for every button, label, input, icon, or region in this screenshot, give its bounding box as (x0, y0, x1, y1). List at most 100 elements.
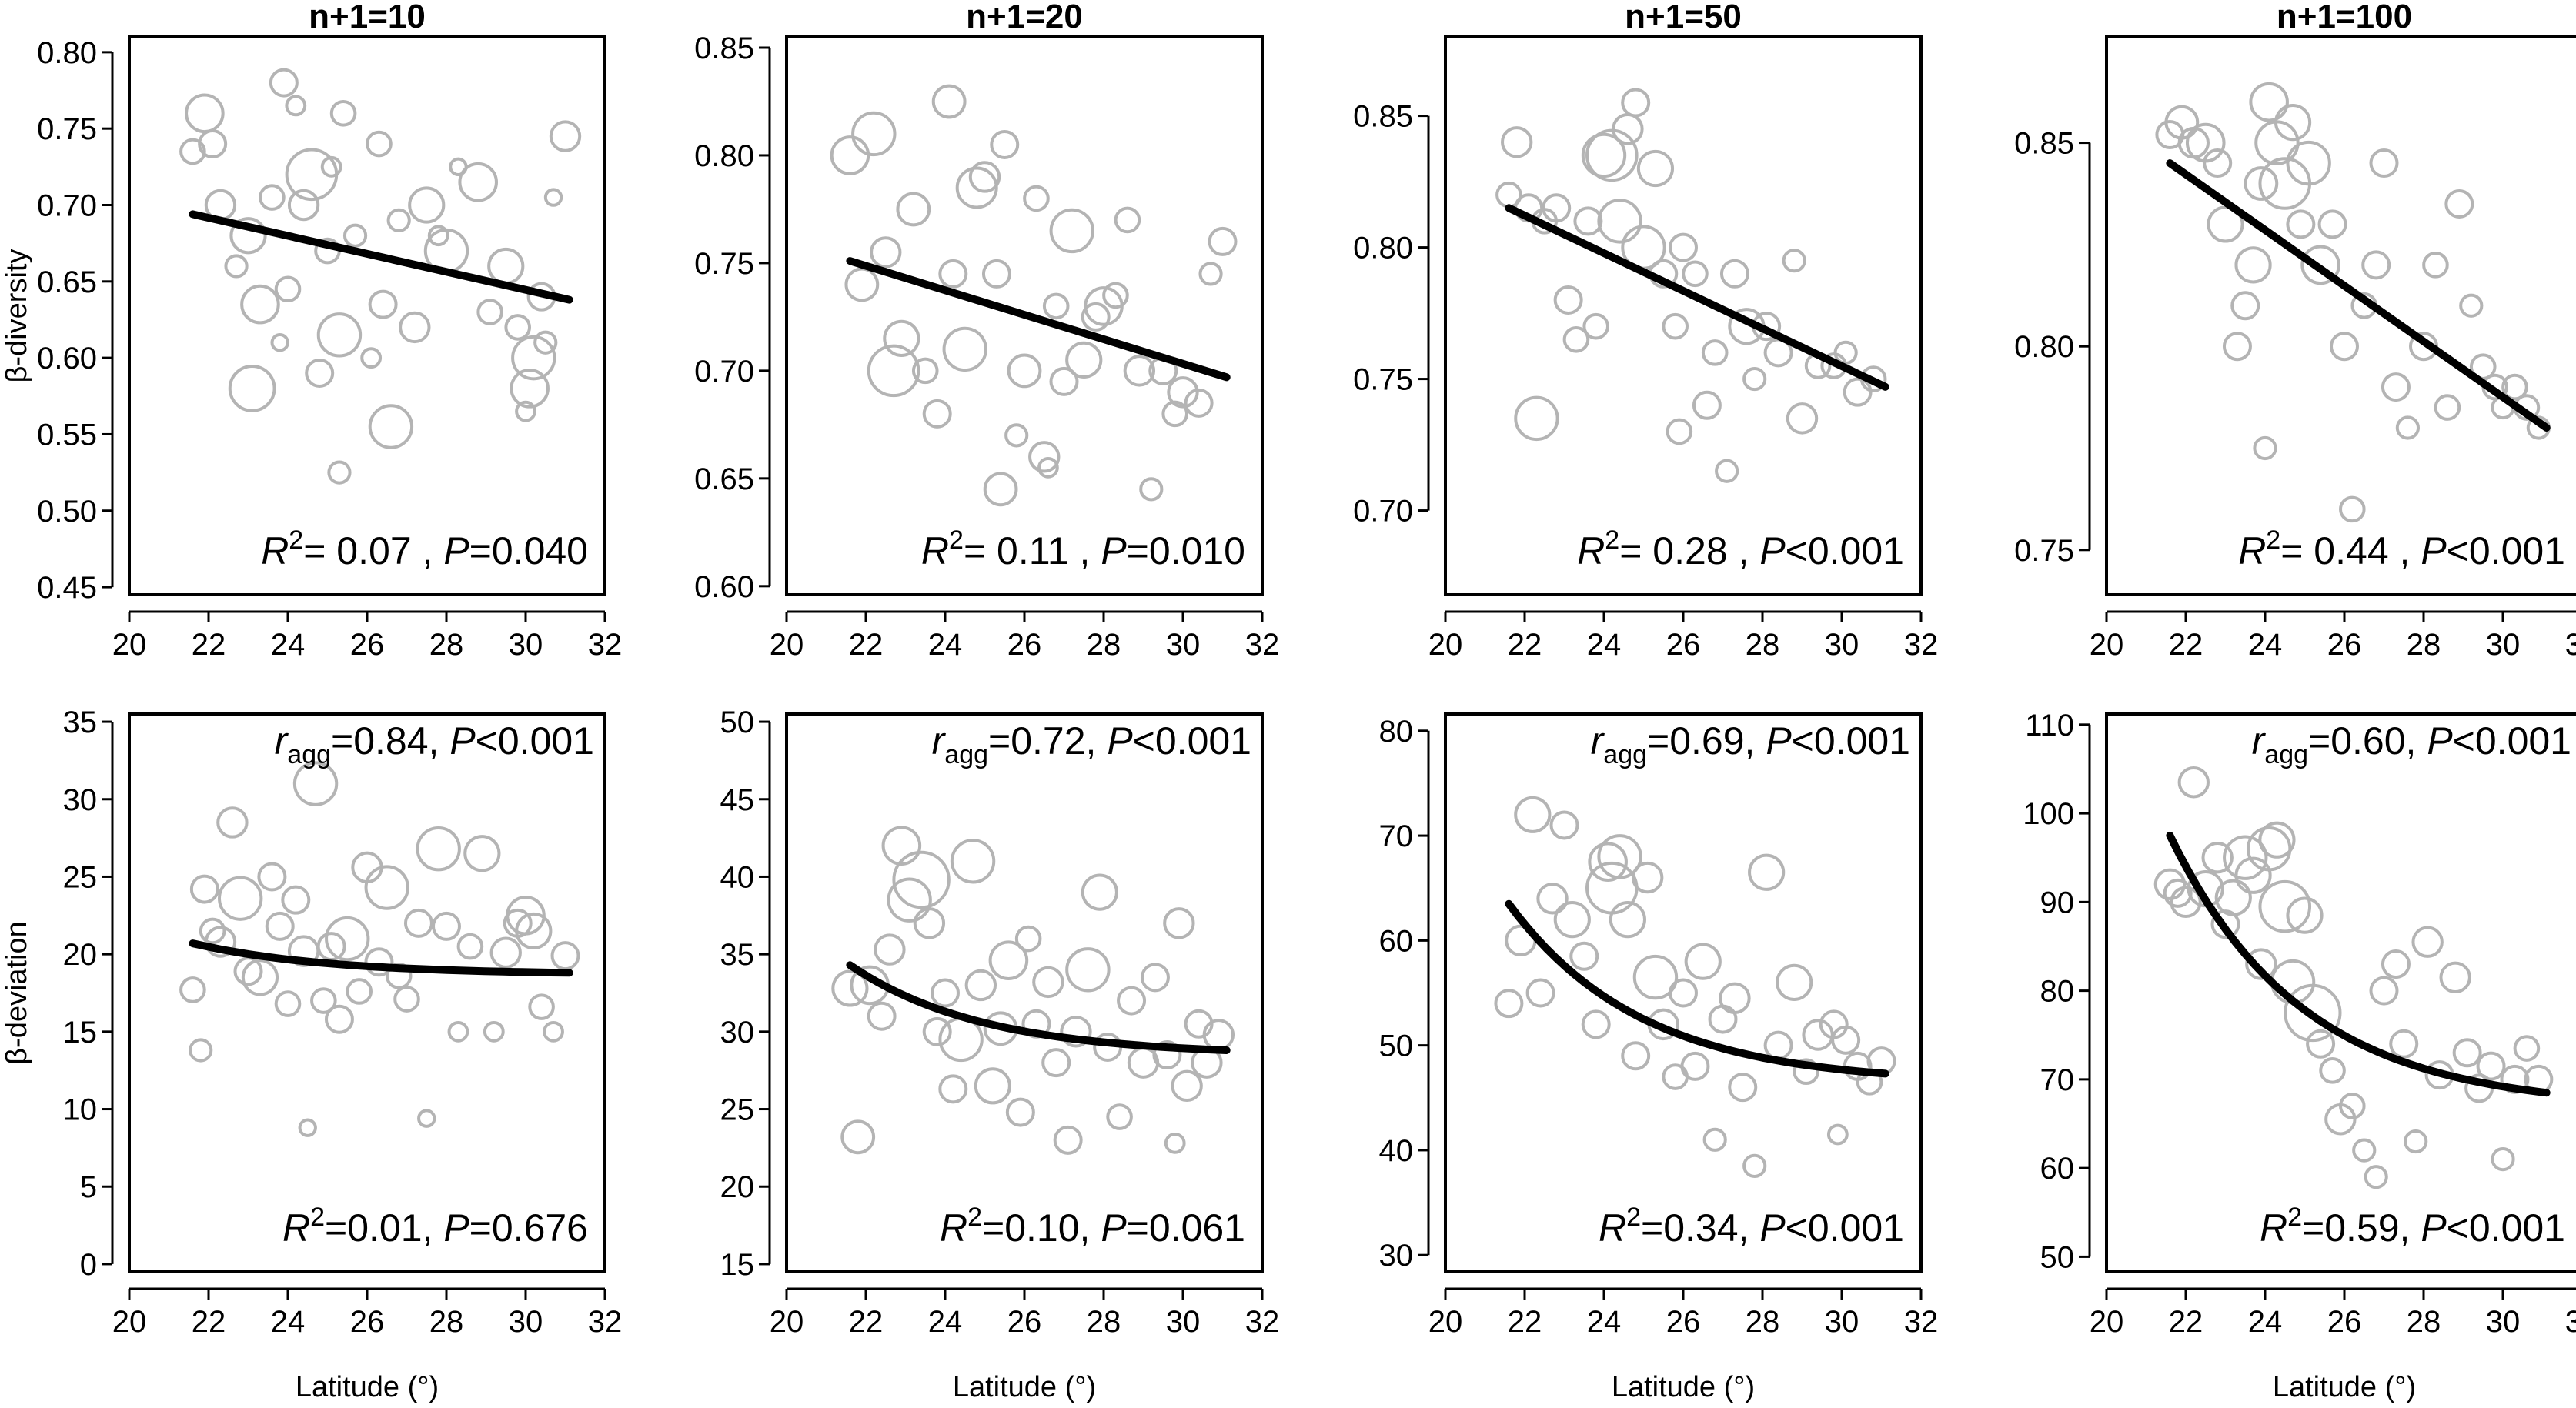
y-tick-label: 0.45 (37, 571, 97, 605)
y-tick-label: 0.70 (1353, 495, 1413, 529)
data-point (881, 826, 922, 866)
data-point (360, 347, 383, 369)
data-point (2306, 1029, 2336, 1059)
x-tick-label: 30 (1825, 628, 1859, 662)
data-point (2339, 495, 2366, 523)
data-point (2404, 1129, 2428, 1154)
data-point (2234, 856, 2272, 894)
data-point (458, 162, 499, 202)
data-point (1553, 901, 1591, 939)
data-point (327, 460, 352, 485)
x-tick-label: 28 (429, 1305, 464, 1339)
data-point (506, 896, 546, 936)
data-point (224, 254, 249, 279)
data-point (1701, 339, 1729, 366)
data-point (320, 155, 342, 178)
data-point (1843, 377, 1873, 407)
data-point (1581, 1009, 1611, 1039)
x-tick-label: 32 (1904, 628, 1939, 662)
x-tick-label: 26 (1666, 1305, 1701, 1339)
data-point (1669, 978, 1698, 1008)
data-point (2201, 842, 2234, 874)
data-point (1742, 366, 1767, 392)
data-point (851, 111, 897, 157)
data-point (968, 161, 1001, 193)
x-tick-label: 26 (350, 628, 385, 662)
data-point (1053, 1125, 1083, 1155)
x-tick-label: 20 (770, 628, 804, 662)
data-point (1692, 390, 1722, 420)
y-tick-label: 50 (1379, 1029, 1414, 1063)
x-tick-label: 32 (1904, 1305, 1939, 1339)
data-point (1682, 260, 1709, 288)
data-point (2381, 372, 2411, 402)
x-tick-label: 20 (112, 628, 147, 662)
plot-frame (128, 712, 606, 1273)
data-point (922, 399, 952, 429)
data-point (2286, 209, 2316, 239)
panel-title: n+1=20 (966, 0, 1083, 35)
x-tick-label: 26 (1007, 628, 1042, 662)
data-point (274, 990, 302, 1017)
plot-frame (2105, 712, 2576, 1273)
data-point (2234, 246, 2272, 284)
data-point (432, 911, 461, 941)
data-point (1549, 810, 1579, 840)
data-point (1184, 388, 1214, 418)
x-tick-label: 28 (2407, 1305, 2441, 1339)
data-point (257, 862, 287, 892)
data-point (329, 100, 357, 127)
fit-line (1505, 899, 1889, 1078)
panel-3: n+1=50 20 22 24 26 28 30 32 0.70 0.75 0.80 0.85 R2= … (1353, 0, 1938, 662)
x-tick-label: 30 (2486, 628, 2521, 662)
plot-frame (785, 35, 1264, 596)
data-point (2434, 394, 2461, 421)
data-point (2258, 821, 2296, 859)
data-point (528, 993, 555, 1020)
data-point (840, 1119, 876, 1155)
data-point (346, 978, 373, 1005)
data-point (1833, 340, 1858, 365)
x-tick-label: 30 (1166, 628, 1201, 662)
data-point (2444, 189, 2474, 219)
x-tick-label: 28 (1746, 1305, 1780, 1339)
data-point (2203, 148, 2233, 179)
data-point (1042, 292, 1070, 320)
data-point (179, 976, 206, 1003)
data-point (1123, 355, 1156, 387)
data-point (550, 941, 580, 971)
y-tick-label: 50 (720, 706, 755, 739)
y-tick-label: 15 (63, 1016, 98, 1049)
data-point (1597, 199, 1642, 244)
data-point (830, 135, 870, 175)
data-point (1763, 1030, 1793, 1060)
y-tick-label: 60 (2040, 1152, 2075, 1186)
x-tick-label: 22 (192, 1305, 226, 1339)
y-axis-label: β-diversity (1, 249, 33, 383)
y-tick-label: 20 (720, 1170, 755, 1204)
data-point (2439, 961, 2471, 994)
data-point (281, 885, 311, 915)
data-point (342, 223, 368, 248)
correlation-stat: ragg=0.69, P<0.001 (1591, 719, 1910, 769)
data-point (504, 314, 532, 341)
data-point (2381, 949, 2411, 979)
data-point (1028, 441, 1061, 473)
data-point (393, 986, 420, 1013)
x-tick-label: 20 (1428, 628, 1463, 662)
data-point (1049, 208, 1095, 254)
data-point (1609, 901, 1646, 939)
data-point (1553, 285, 1583, 315)
y-tick-label: 0.85 (1353, 100, 1413, 134)
correlation-stat: ragg=0.84, P<0.001 (275, 719, 594, 769)
fit-line (2166, 831, 2551, 1097)
data-point (2253, 435, 2277, 461)
data-point (2214, 879, 2252, 916)
data-point (2284, 983, 2342, 1043)
y-tick-label: 30 (1379, 1239, 1414, 1273)
data-point (233, 956, 263, 986)
data-point (1632, 954, 1679, 1000)
data-point (1037, 456, 1059, 479)
y-tick-label: 5 (80, 1170, 97, 1204)
data-point (1139, 477, 1164, 502)
